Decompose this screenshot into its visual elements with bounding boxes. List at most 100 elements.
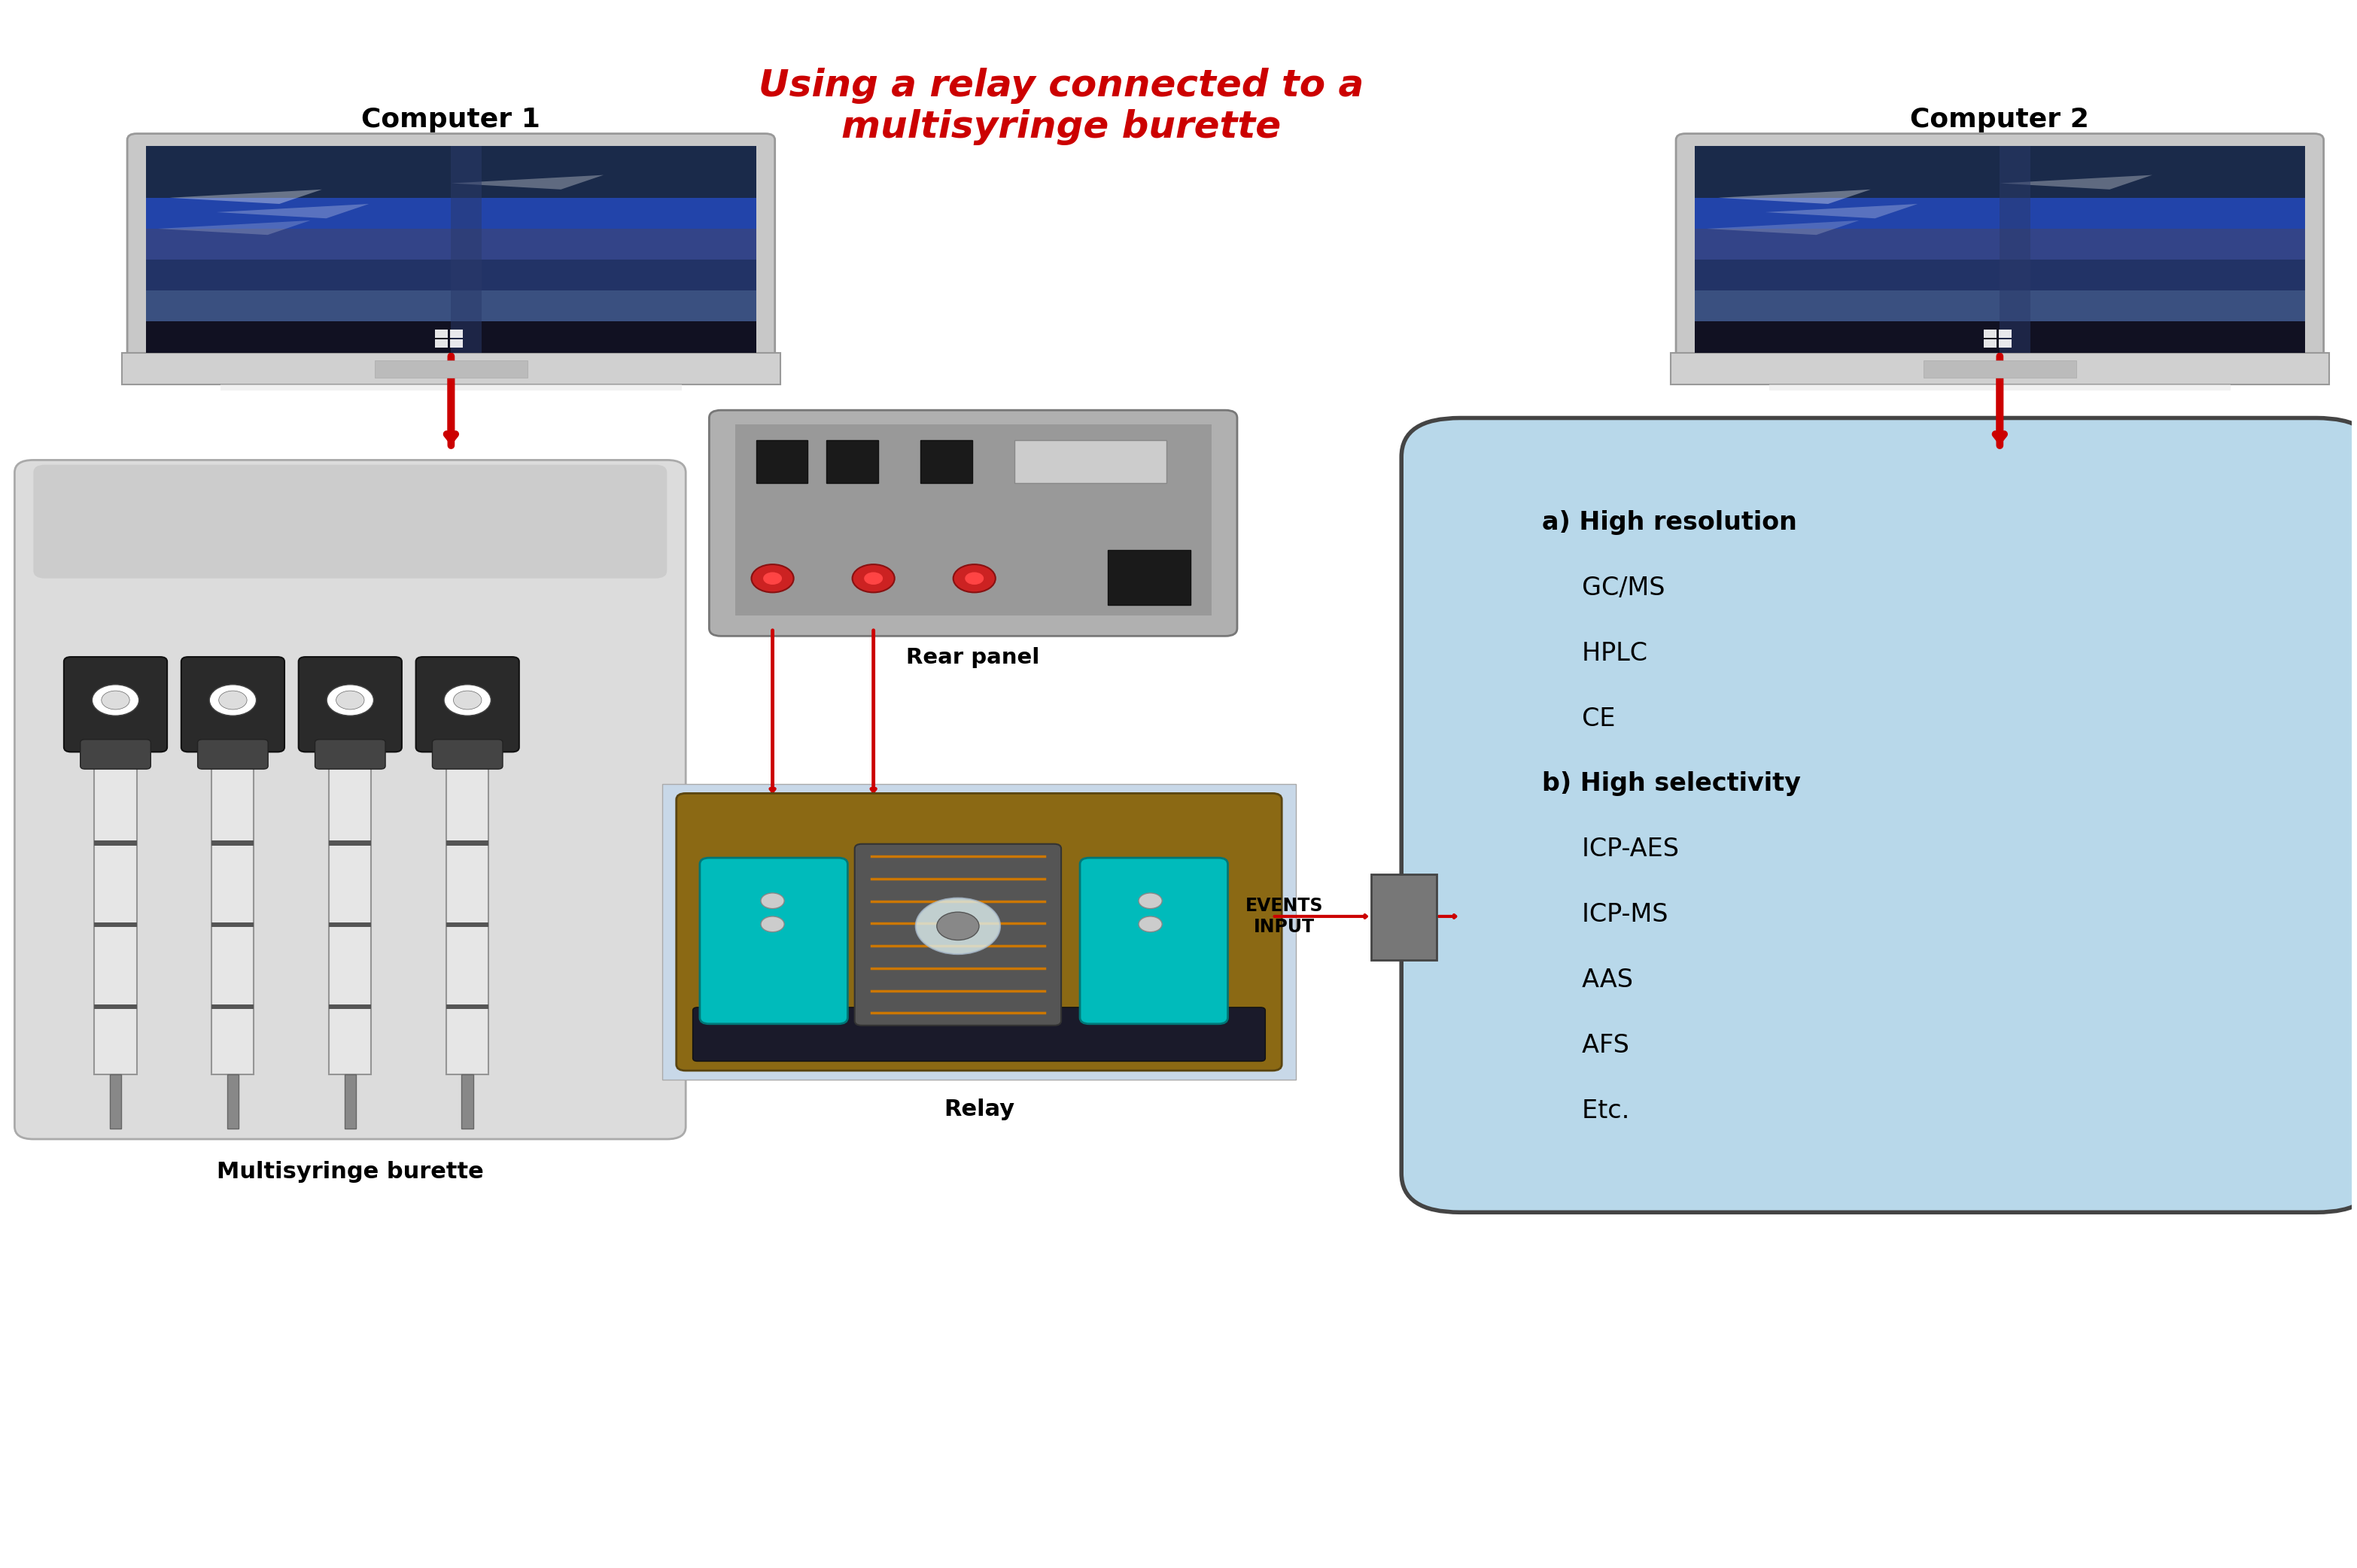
Bar (1695, 146, 2305, 353)
FancyBboxPatch shape (662, 784, 1296, 1080)
Polygon shape (1999, 146, 2029, 353)
Bar (212, 922, 255, 927)
Circle shape (210, 685, 257, 715)
Text: EVENTS
INPUT: EVENTS INPUT (1244, 897, 1322, 936)
Bar (1695, 321, 2305, 353)
Text: ICP-AES: ICP-AES (1541, 837, 1678, 862)
Bar (445, 840, 488, 845)
Bar (1671, 353, 2329, 384)
Polygon shape (1706, 221, 1860, 235)
Polygon shape (1765, 204, 1919, 218)
Circle shape (761, 916, 785, 931)
FancyBboxPatch shape (33, 464, 667, 579)
FancyBboxPatch shape (676, 793, 1282, 1071)
FancyBboxPatch shape (1676, 133, 2324, 365)
Text: AFS: AFS (1541, 1033, 1629, 1058)
Bar (462, 1074, 474, 1129)
Circle shape (761, 894, 785, 908)
Text: Multisyringe burette: Multisyringe burette (217, 1160, 483, 1182)
FancyBboxPatch shape (693, 1007, 1266, 1062)
Text: ICP-MS: ICP-MS (1541, 903, 1669, 927)
Bar (146, 321, 757, 353)
Bar (226, 1074, 238, 1129)
Circle shape (915, 898, 999, 953)
Polygon shape (158, 221, 311, 235)
Circle shape (865, 572, 884, 585)
Circle shape (337, 691, 365, 709)
Text: Computer 1: Computer 1 (361, 107, 540, 132)
Text: b) High selectivity: b) High selectivity (1541, 771, 1801, 797)
Bar (330, 922, 372, 927)
Bar (212, 748, 255, 1074)
Bar (94, 748, 137, 1074)
Bar (375, 361, 528, 378)
Bar (1695, 146, 2305, 260)
Text: Using a relay connected to a
multisyringe burette: Using a relay connected to a multisyring… (759, 67, 1365, 146)
Bar (1014, 439, 1167, 483)
FancyBboxPatch shape (299, 657, 401, 753)
Bar (1999, 339, 2011, 348)
Bar (212, 1004, 255, 1008)
Circle shape (952, 564, 995, 593)
Text: Etc.: Etc. (1541, 1099, 1629, 1124)
Bar (330, 840, 372, 845)
Circle shape (936, 913, 978, 941)
Text: Relay: Relay (943, 1099, 1014, 1121)
FancyBboxPatch shape (80, 740, 151, 768)
Circle shape (752, 564, 794, 593)
Circle shape (92, 685, 139, 715)
FancyBboxPatch shape (709, 411, 1237, 637)
Bar (146, 229, 757, 260)
Circle shape (219, 691, 247, 709)
FancyBboxPatch shape (735, 425, 1211, 616)
Bar (111, 1074, 120, 1129)
Circle shape (328, 685, 375, 715)
Circle shape (101, 691, 130, 709)
Bar (146, 290, 757, 321)
Bar (212, 840, 255, 845)
Bar (94, 922, 137, 927)
Bar (1695, 260, 2305, 290)
Bar (146, 146, 757, 353)
Bar (94, 840, 137, 845)
Text: Rear panel: Rear panel (907, 648, 1039, 668)
FancyBboxPatch shape (198, 740, 269, 768)
Bar (434, 339, 448, 348)
FancyBboxPatch shape (1402, 419, 2357, 1212)
Text: a) High resolution: a) High resolution (1541, 510, 1798, 535)
Polygon shape (1999, 176, 2152, 190)
Bar (1695, 198, 2305, 229)
FancyBboxPatch shape (1080, 858, 1228, 1024)
Bar (445, 748, 488, 1074)
Text: Computer 2: Computer 2 (1909, 107, 2088, 132)
Bar (450, 329, 462, 337)
Text: AAS: AAS (1541, 967, 1633, 993)
FancyBboxPatch shape (64, 657, 167, 753)
FancyBboxPatch shape (700, 858, 849, 1024)
Bar (146, 260, 757, 290)
Polygon shape (450, 176, 603, 190)
Polygon shape (450, 146, 481, 353)
Bar (450, 339, 462, 348)
Bar (445, 1004, 488, 1008)
Bar (1923, 361, 2077, 378)
Circle shape (1138, 894, 1162, 908)
Circle shape (443, 685, 490, 715)
Bar (123, 353, 780, 384)
Bar (330, 1004, 372, 1008)
Bar (146, 198, 757, 229)
Bar (222, 384, 681, 390)
FancyBboxPatch shape (856, 844, 1061, 1025)
Bar (757, 439, 808, 483)
FancyBboxPatch shape (316, 740, 384, 768)
Circle shape (764, 572, 783, 585)
Circle shape (453, 691, 481, 709)
FancyBboxPatch shape (415, 657, 519, 753)
Bar (330, 748, 372, 1074)
Text: CE: CE (1541, 706, 1615, 731)
Circle shape (964, 572, 983, 585)
Polygon shape (217, 204, 370, 218)
Text: GC/MS: GC/MS (1541, 575, 1666, 601)
Bar (1695, 290, 2305, 321)
Bar (146, 146, 757, 260)
